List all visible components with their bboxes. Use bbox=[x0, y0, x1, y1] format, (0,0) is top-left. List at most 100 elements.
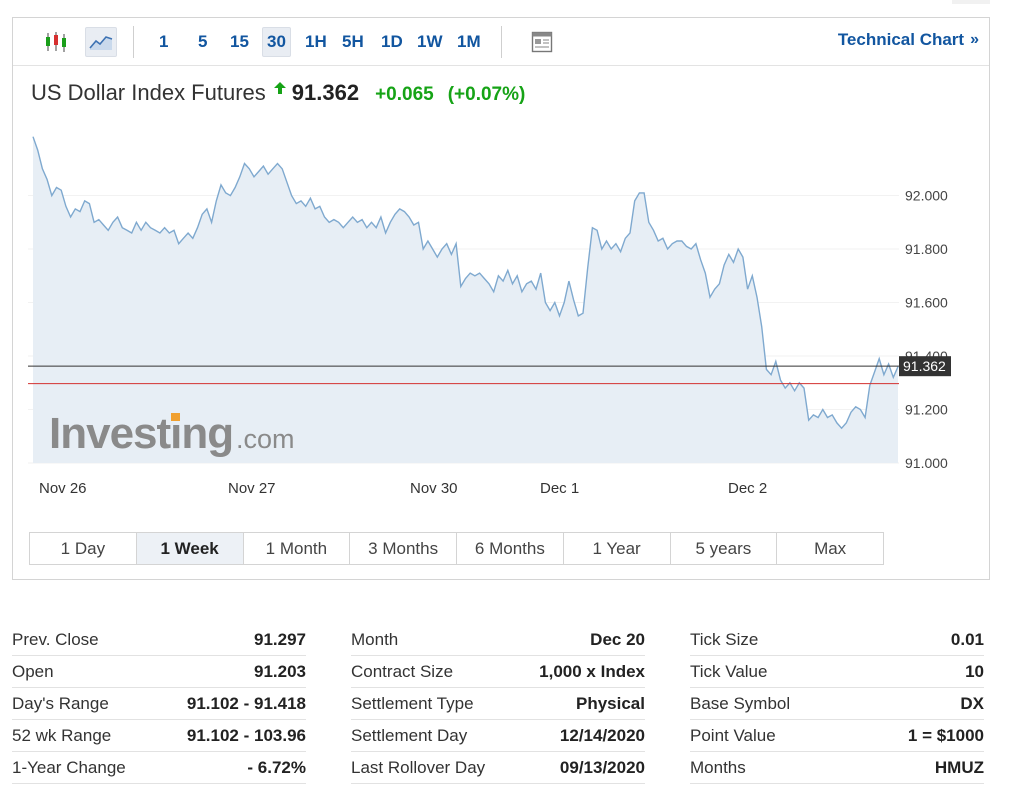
stat-row: Tick Value 10 bbox=[690, 656, 984, 688]
stat-row: Contract Size 1,000 x Index bbox=[351, 656, 645, 688]
stat-row: Month Dec 20 bbox=[351, 624, 645, 656]
stat-label: Tick Size bbox=[690, 629, 759, 649]
stat-row: 1-Year Change - 6.72% bbox=[12, 752, 306, 784]
stat-row: Base Symbol DX bbox=[690, 688, 984, 720]
interval-15[interactable]: 15 bbox=[230, 32, 249, 51]
stat-row: Day's Range 91.102 - 91.418 bbox=[12, 688, 306, 720]
svg-text:.com: .com bbox=[236, 424, 295, 454]
y-tick-label: 92.000 bbox=[905, 188, 948, 204]
stat-row: Settlement Type Physical bbox=[351, 688, 645, 720]
stat-value: 91.102 - 91.418 bbox=[186, 693, 306, 713]
stat-label: Prev. Close bbox=[12, 629, 99, 649]
svg-text:Investing: Investing bbox=[49, 409, 233, 458]
stat-value: 0.01 bbox=[950, 629, 984, 649]
interval-1[interactable]: 1 bbox=[159, 32, 169, 51]
stat-label: Tick Value bbox=[690, 661, 768, 681]
x-axis: Nov 26 Nov 27 Nov 30 Dec 1 Dec 2 bbox=[39, 480, 767, 497]
stat-value: HMUZ bbox=[934, 757, 984, 777]
price-line bbox=[32, 136, 899, 430]
last-price: 91.362 bbox=[291, 80, 360, 105]
stat-row: Prev. Close 91.297 bbox=[12, 624, 306, 656]
interval-1d[interactable]: 1D bbox=[381, 32, 403, 51]
toolbar-separator bbox=[133, 26, 134, 58]
stat-value: Dec 20 bbox=[590, 629, 645, 649]
range-max-button[interactable]: Max bbox=[777, 533, 883, 564]
price-change-percent: (+0.07%) bbox=[447, 84, 526, 105]
chart-widget: 1 5 15 30 1H 5H 1D 1W 1M Technical Chart… bbox=[12, 17, 990, 580]
stat-label: 52 wk Range bbox=[12, 725, 112, 745]
technical-chart-link[interactable]: Technical Chart » bbox=[838, 30, 979, 50]
stat-label: Day's Range bbox=[12, 693, 109, 713]
last-price-badge-bg bbox=[899, 356, 951, 377]
stat-value: DX bbox=[960, 693, 984, 713]
stat-label: Contract Size bbox=[351, 661, 454, 681]
last-price-badge-label: 91.362 bbox=[903, 358, 946, 374]
x-tick-label: Nov 30 bbox=[410, 480, 458, 497]
interval-5[interactable]: 5 bbox=[198, 32, 208, 51]
stat-row: Last Rollover Day 09/13/2020 bbox=[351, 752, 645, 784]
stat-label: Open bbox=[12, 661, 54, 681]
candlestick-icon[interactable] bbox=[41, 27, 71, 57]
up-arrow-icon bbox=[273, 81, 286, 97]
quote-header: US Dollar Index Futures 91.362 +0.065 (+… bbox=[31, 80, 525, 110]
corner-tab bbox=[952, 0, 990, 4]
interval-1h[interactable]: 1H bbox=[305, 32, 327, 51]
price-chart[interactable]: Investing .com 92.00091.80091.60091.4009… bbox=[13, 118, 989, 508]
interval-1w[interactable]: 1W bbox=[417, 32, 443, 51]
stats-column-2: Month Dec 20 Contract Size 1,000 x Index Set… bbox=[351, 624, 645, 784]
stat-row: 52 wk Range 91.102 - 103.96 bbox=[12, 720, 306, 752]
stat-label: Last Rollover Day bbox=[351, 757, 486, 777]
stat-value: 10 bbox=[965, 661, 984, 681]
chart-toolbar: 1 5 15 30 1H 5H 1D 1W 1M Technical Chart… bbox=[13, 18, 989, 66]
toolbar-separator bbox=[501, 26, 502, 58]
stat-row: Open 91.203 bbox=[12, 656, 306, 688]
stat-label: Base Symbol bbox=[690, 693, 791, 713]
stat-label: Settlement Type bbox=[351, 693, 474, 713]
interval-1m[interactable]: 1M bbox=[457, 32, 481, 51]
y-tick-label: 91.200 bbox=[905, 402, 948, 418]
interval-30[interactable]: 30 bbox=[262, 27, 291, 57]
x-tick-label: Dec 1 bbox=[540, 480, 579, 497]
stat-row: Months HMUZ bbox=[690, 752, 984, 784]
range-1-year-button[interactable]: 1 Year bbox=[563, 533, 671, 564]
area-chart-icon[interactable] bbox=[85, 27, 117, 57]
range-5-years-button[interactable]: 5 years bbox=[670, 533, 778, 564]
stat-label: 1-Year Change bbox=[12, 757, 126, 777]
stat-label: Settlement Day bbox=[351, 725, 468, 745]
x-tick-label: Nov 27 bbox=[228, 480, 276, 497]
double-chevron-right-icon: » bbox=[970, 31, 979, 48]
x-tick-label: Dec 2 bbox=[728, 480, 767, 497]
last-price-badge: 91.362 bbox=[899, 356, 951, 377]
stat-value: 91.102 - 103.96 bbox=[186, 725, 306, 745]
stat-row: Settlement Day 12/14/2020 bbox=[351, 720, 645, 752]
range-6-months-button[interactable]: 6 Months bbox=[457, 533, 564, 564]
y-tick-label: 91.000 bbox=[905, 455, 948, 471]
range-1-month-button[interactable]: 1 Month bbox=[243, 533, 351, 564]
stat-label: Months bbox=[690, 757, 746, 777]
stat-value: - 6.72% bbox=[247, 757, 306, 777]
y-tick-label: 91.800 bbox=[905, 241, 948, 257]
price-area-fill bbox=[33, 136, 898, 463]
news-icon[interactable] bbox=[527, 27, 557, 57]
stats-column-3: Tick Size 0.01 Tick Value 10 Base Symbol DX Po… bbox=[690, 624, 984, 784]
interval-5h[interactable]: 5H bbox=[342, 32, 364, 51]
x-tick-label: Nov 26 bbox=[39, 480, 87, 497]
price-change: +0.065 bbox=[375, 84, 434, 105]
range-3-months-button[interactable]: 3 Months bbox=[350, 533, 457, 564]
stat-value: Physical bbox=[576, 693, 645, 713]
stat-value: 1,000 x Index bbox=[539, 661, 645, 681]
y-tick-label: 91.600 bbox=[905, 295, 948, 311]
time-range-selector: 1 Day 1 Week 1 Month 3 Months 6 Months 1 Year… bbox=[29, 532, 884, 565]
instrument-name: US Dollar Index Futures bbox=[31, 80, 266, 105]
stat-value: 1 = $1000 bbox=[907, 725, 984, 745]
stat-label: Month bbox=[351, 629, 399, 649]
stat-value: 12/14/2020 bbox=[559, 725, 645, 745]
stats-column-1: Prev. Close 91.297 Open 91.203 Day's Range 91… bbox=[12, 624, 306, 784]
technical-chart-label: Technical Chart bbox=[837, 30, 965, 49]
stat-value: 09/13/2020 bbox=[559, 757, 645, 777]
stat-row: Tick Size 0.01 bbox=[690, 624, 984, 656]
range-1-week-button[interactable]: 1 Week bbox=[136, 533, 244, 564]
stat-value: 91.203 bbox=[254, 661, 306, 681]
range-1-day-button[interactable]: 1 Day bbox=[30, 533, 137, 564]
stat-label: Point Value bbox=[690, 725, 776, 745]
